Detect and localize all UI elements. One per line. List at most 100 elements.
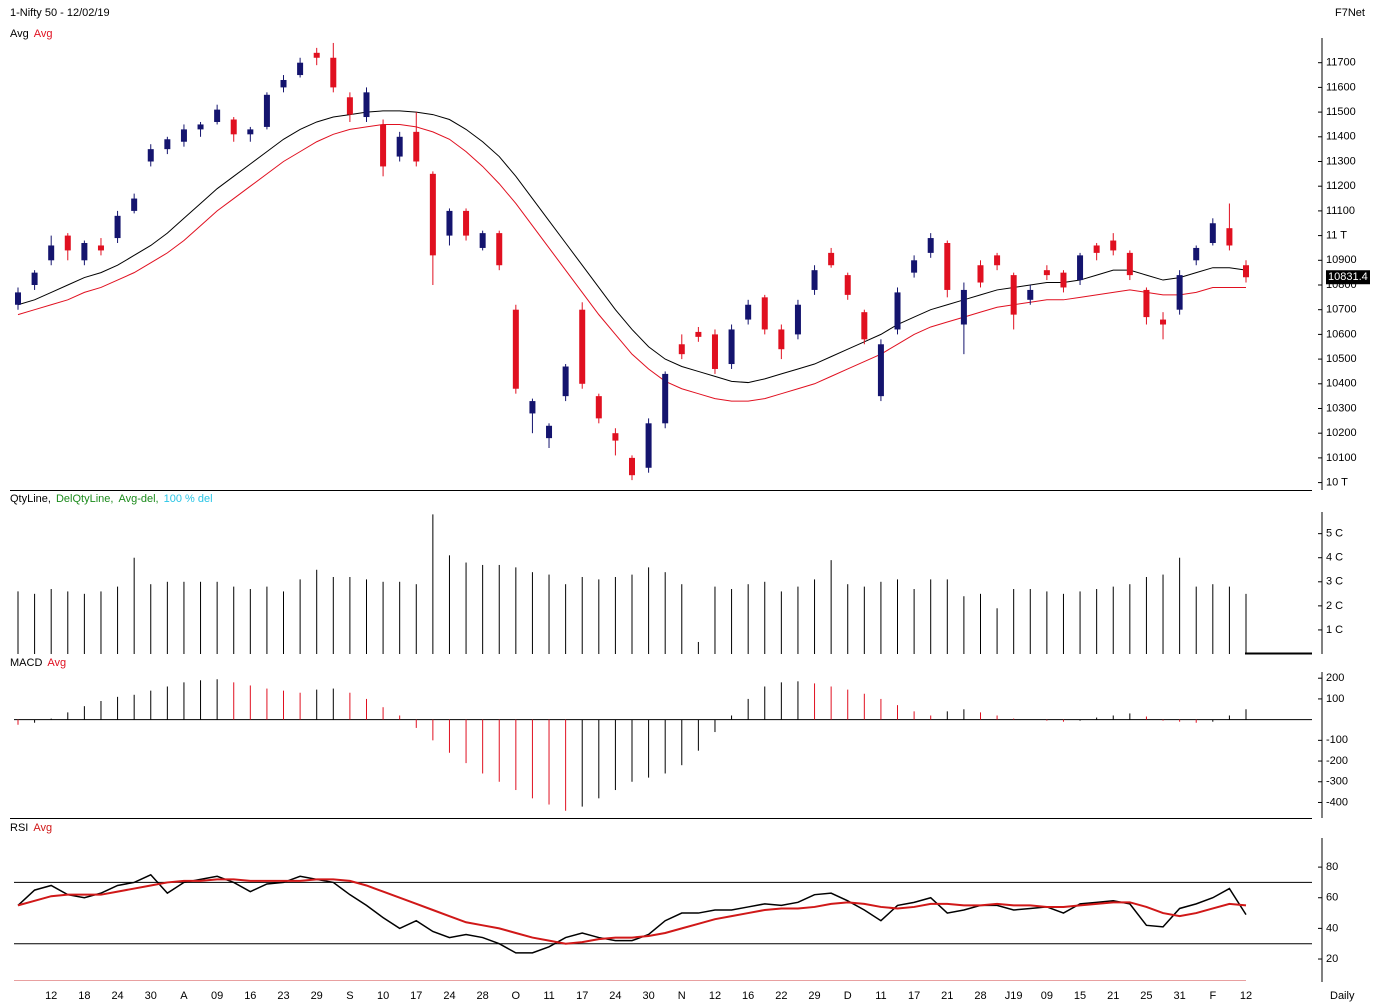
y-tick-label: 1 C (1326, 624, 1343, 636)
candle-body (579, 309, 586, 384)
period: Daily (1330, 990, 1355, 1002)
y-tick-label: 2 C (1326, 600, 1343, 612)
candle-body (1243, 265, 1249, 278)
y-tick-label: 10700 (1326, 304, 1357, 316)
candle-body (1176, 275, 1183, 310)
x-tick-label: 15 (1074, 990, 1086, 1002)
candle-body (463, 210, 470, 236)
x-tick-label: 23 (277, 990, 289, 1002)
candle-body (396, 136, 403, 157)
y-tick-label: 11400 (1326, 131, 1356, 143)
candle-body (1010, 275, 1017, 315)
moving-average (17, 110, 1247, 384)
legend-label: Avg (10, 28, 29, 40)
y-tick-label: -100 (1326, 734, 1348, 746)
y-tick-label: 11600 (1326, 81, 1356, 93)
x-tick-label: 12 (45, 990, 57, 1002)
candle-body (1160, 319, 1167, 325)
candle-body (214, 109, 221, 122)
x-tick-label: 21 (941, 990, 953, 1002)
rsi-line (17, 873, 1247, 954)
x-tick-label: 18 (78, 990, 90, 1002)
source: F7Net (1335, 7, 1365, 19)
candle-body (313, 52, 320, 58)
candle-body (994, 255, 1001, 266)
y-tick-label: -300 (1326, 776, 1348, 788)
candle-body (1143, 289, 1150, 318)
candle-body (297, 62, 304, 76)
rsi-line (17, 878, 1247, 945)
candle-body (247, 129, 254, 135)
legend-label: DelQtyLine, (56, 493, 113, 505)
legend-label: Avg (47, 657, 66, 669)
candle-body (180, 129, 187, 142)
x-tick-label: 29 (808, 990, 820, 1002)
y-tick-label: 10200 (1326, 427, 1357, 439)
candle-body (429, 173, 436, 256)
y-tick-label: 200 (1326, 672, 1344, 684)
x-tick-label: 17 (576, 990, 588, 1002)
x-tick-label: 09 (1041, 990, 1053, 1002)
x-tick-label: 29 (311, 990, 323, 1002)
candle-body (977, 265, 984, 283)
candle-body (1226, 228, 1233, 246)
x-tick-label: 22 (775, 990, 787, 1002)
y-tick-label: 11200 (1326, 180, 1356, 192)
y-tick-label: 10100 (1326, 452, 1357, 464)
candle-body (877, 344, 884, 397)
legend-label: MACD (10, 657, 42, 669)
moving-average (17, 123, 1246, 402)
candle-body (330, 57, 337, 88)
x-tick-label: 24 (609, 990, 621, 1002)
candle-body (64, 235, 71, 251)
candle-body (745, 304, 752, 320)
candle-body (380, 124, 387, 167)
candle-body (562, 366, 569, 397)
candle-body (263, 94, 270, 127)
candle-body (363, 92, 370, 118)
candle-body (1060, 272, 1067, 288)
candle-body (197, 124, 204, 130)
x-tick-label: 11 (543, 990, 554, 1002)
candle-body (944, 243, 951, 290)
candle-body (911, 260, 918, 273)
y-tick-label: 10900 (1326, 254, 1357, 266)
candle-body (346, 97, 353, 115)
x-tick-label: 12 (709, 990, 721, 1002)
legend-label: Avg (34, 28, 53, 40)
legend-label: Avg-del, (118, 493, 158, 505)
y-tick-label: 11100 (1326, 205, 1355, 217)
x-tick-label: 30 (642, 990, 654, 1002)
candle-body (1027, 289, 1034, 300)
candle-body (645, 423, 652, 468)
candle-body (612, 433, 619, 441)
candle-body (164, 139, 171, 150)
x-tick-label: D (844, 990, 852, 1002)
candle-body (844, 275, 851, 295)
x-tick-label: 24 (111, 990, 123, 1002)
candle-body (778, 329, 785, 350)
candle-body (629, 457, 635, 476)
y-tick-label: -200 (1326, 755, 1348, 767)
candle-body (678, 344, 685, 355)
x-tick-label: 17 (410, 990, 422, 1002)
candle-body (828, 252, 835, 266)
y-tick-label: 100 (1326, 693, 1344, 705)
y-tick-label: 11700 (1326, 57, 1356, 69)
y-tick-label: 10400 (1326, 378, 1357, 390)
candle-body (48, 245, 55, 261)
candle-body (761, 297, 768, 330)
y-tick-label: 11300 (1326, 155, 1356, 167)
candle-body (131, 198, 138, 211)
candle-body (861, 312, 868, 340)
candle-body (711, 334, 718, 369)
y-tick-label: 10500 (1326, 353, 1357, 365)
y-tick-label: 40 (1326, 922, 1338, 934)
candle-body (1126, 252, 1133, 276)
candle-body (1043, 270, 1050, 276)
y-tick-label: 11500 (1326, 106, 1356, 118)
candle-body (1077, 255, 1084, 281)
x-tick-label: 24 (443, 990, 455, 1002)
x-tick-label: 16 (742, 990, 754, 1002)
